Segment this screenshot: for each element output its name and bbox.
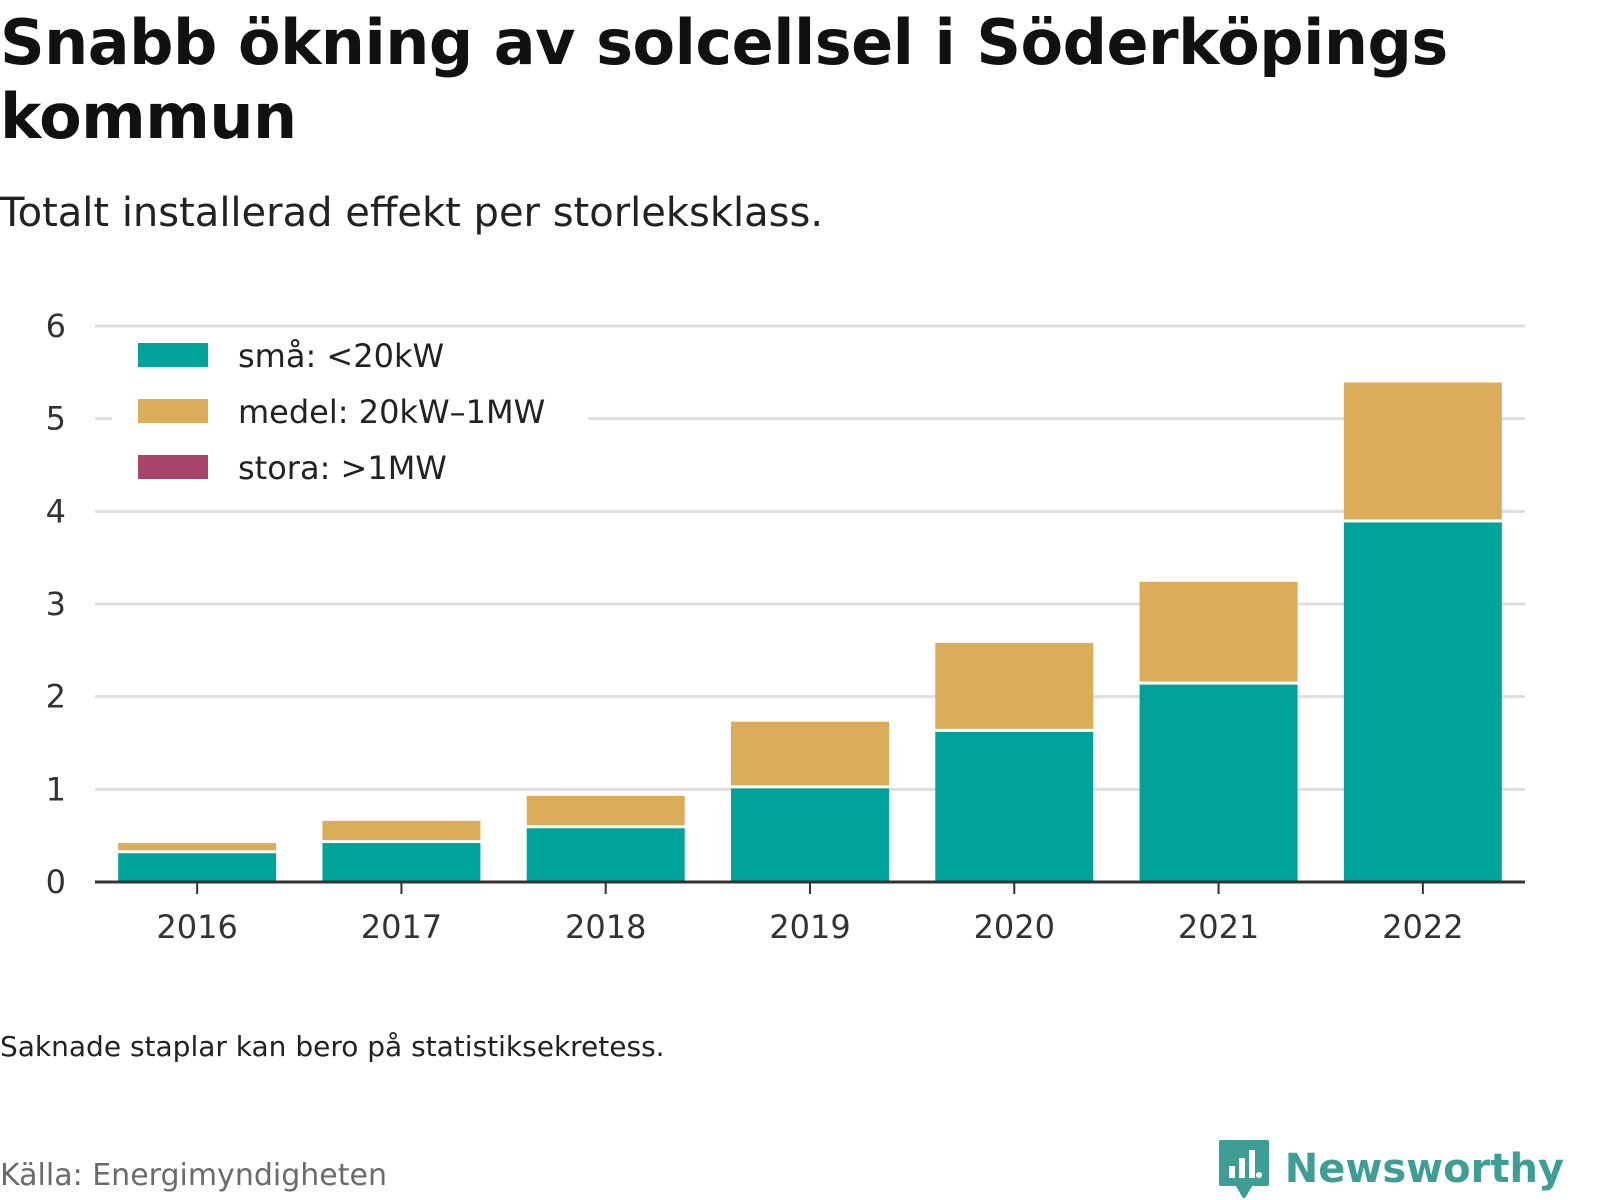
y-tick-label: 6: [46, 307, 66, 345]
bar-segment: [322, 843, 481, 882]
bar-segment: [935, 731, 1094, 882]
brand-logo: Newsworthy: [1217, 1138, 1564, 1200]
x-tick-label: 2022: [1382, 908, 1463, 946]
y-tick-label: 1: [46, 770, 66, 808]
bar-segment: [1139, 684, 1298, 882]
bar-segment: [1343, 382, 1502, 520]
x-tick-label: 2020: [974, 908, 1055, 946]
source-credit: Källa: Energimyndigheten: [0, 1158, 387, 1193]
legend: små: <20kW medel: 20kW–1MW stora: >1MW: [112, 328, 588, 500]
bar-segment: [731, 788, 889, 882]
legend-swatch: [138, 399, 208, 423]
y-tick-label: 2: [46, 678, 66, 716]
y-tick-label: 4: [46, 492, 66, 530]
footnote: Saknade staplar kan bero på statistiksek…: [0, 1030, 665, 1063]
bar-segment: [1343, 522, 1502, 882]
bar-segment: [118, 853, 277, 882]
bar-segment: [935, 642, 1094, 729]
legend-label: stora: >1MW: [238, 449, 447, 487]
x-tick-label: 2018: [565, 908, 646, 946]
bar-segment: [731, 721, 889, 786]
stacked-bar-chart: 0 1 2 3 4 5 6 2016 2017 2018 2019 2020 2021 2022 små:…: [46, 307, 1525, 946]
bar-segment: [526, 828, 685, 882]
legend-swatch: [138, 343, 208, 367]
x-tick-label: 2016: [156, 908, 237, 946]
axes: 0 1 2 3 4 5 6 2016 2017 2018 2019 2020 2021 2022: [46, 307, 1525, 946]
legend-swatch: [138, 455, 208, 479]
legend-label: små: <20kW: [238, 337, 444, 375]
chart-subtitle: Totalt installerad effekt per storlekskl…: [0, 190, 824, 236]
bar-segment: [526, 795, 685, 826]
y-tick-label: 3: [46, 585, 66, 623]
y-tick-label: 5: [46, 400, 66, 438]
x-tick-label: 2021: [1178, 908, 1259, 946]
chart-title: Snabb ökning av solcellsel i Söderköping…: [0, 6, 1448, 153]
y-tick-label: 0: [46, 863, 66, 901]
bar-segment: [322, 820, 481, 841]
bar-segment: [1139, 581, 1298, 682]
x-tick-label: 2019: [769, 908, 850, 946]
legend-label: medel: 20kW–1MW: [238, 393, 545, 431]
x-tick-label: 2017: [361, 908, 442, 946]
newsworthy-logo-icon: [1218, 1140, 1269, 1198]
bar-segment: [118, 843, 277, 851]
brand-name: Newsworthy: [1284, 1146, 1564, 1192]
bars: [118, 382, 1502, 882]
